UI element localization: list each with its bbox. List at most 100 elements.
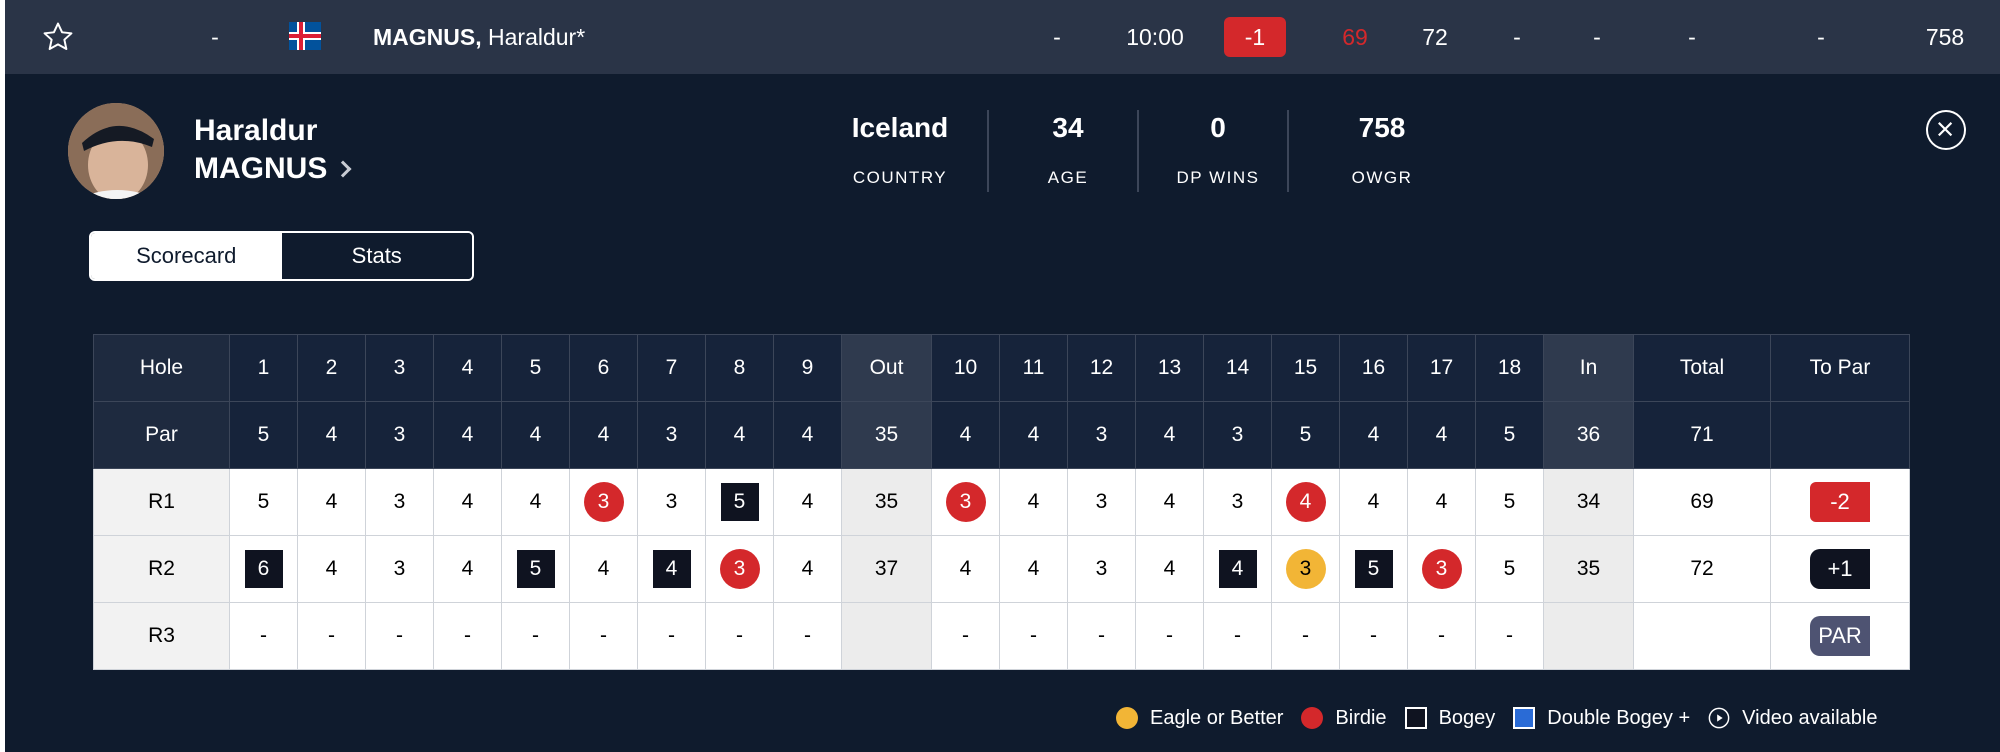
header-cell: 4 [1407, 401, 1476, 469]
score-cell: 3 [637, 468, 706, 536]
player-detail-panel: - MAGNUS, Haraldur* - 10:00 - 1 69 72 - -… [5, 0, 2000, 752]
score-cell: 3 [569, 468, 638, 536]
birdie-circle-icon [1301, 707, 1324, 729]
tee-time: 10:00 [1126, 24, 1184, 50]
score-value: 3 [393, 557, 406, 580]
score-value: 4 [325, 557, 338, 580]
tab-scorecard[interactable]: Scorecard [91, 233, 282, 279]
score-cell: 6 [229, 535, 298, 603]
bogey-score: 5 [1354, 550, 1393, 588]
scorecard-table: Hole 1 2 3 4 5 6 7 8 9 Out 10 11 12 13 14 15 16 17 18 In Tota… [93, 334, 1910, 670]
divider [987, 110, 989, 192]
close-icon[interactable] [1926, 110, 1966, 150]
player-avatar [68, 103, 164, 199]
score-cell: 4 [1407, 468, 1476, 536]
header-cell: 10 [931, 334, 1000, 402]
score-value: 5 [1503, 490, 1516, 513]
score-value: 3 [393, 490, 406, 513]
score-cell: 35 [1543, 535, 1634, 603]
header-cell: 35 [841, 401, 932, 469]
score-value: - [260, 624, 267, 647]
score-value: 3 [1095, 557, 1108, 580]
iceland-flag-icon [289, 22, 321, 50]
score-cell: 5 [1475, 468, 1544, 536]
score-cell: - [229, 602, 298, 670]
score-value: - [396, 624, 403, 647]
player-first-name-heading: Haraldur [194, 114, 318, 147]
leaderboard-row[interactable]: - MAGNUS, Haraldur* - 10:00 -1 69 72 - -… [5, 0, 2000, 74]
player-profile-link[interactable]: MAGNUS [194, 152, 352, 186]
eagle-score: 3 [1285, 549, 1326, 589]
score-cell: 3 [705, 535, 774, 603]
score-value: - [1234, 624, 1241, 647]
legend-label: Birdie [1335, 706, 1387, 729]
score-value: 4 [801, 557, 814, 580]
score-cell: 5 [501, 535, 570, 603]
score-cell: 4 [637, 535, 706, 603]
score-cell: 4 [1135, 468, 1204, 536]
score-cell: 4 [1203, 535, 1272, 603]
header-cell: 3 [365, 401, 434, 469]
stat-value: Iceland [851, 112, 949, 143]
score-value: 4 [461, 557, 474, 580]
tab-stats[interactable]: Stats [281, 233, 472, 279]
score-value: - [668, 624, 675, 647]
header-cell: 4 [705, 401, 774, 469]
stat-label: DP WINS [1176, 168, 1260, 187]
owgr-rank: 758 [1925, 24, 1965, 50]
today-score: - [1688, 24, 1696, 50]
score-value: 4 [1027, 557, 1040, 580]
favorite-star-icon[interactable] [41, 20, 75, 54]
score-cell: 5 [229, 468, 298, 536]
header-cell: 8 [705, 334, 774, 402]
score-cell: 3 [1067, 468, 1136, 536]
header-cell: 36 [1543, 401, 1634, 469]
score-value: - [804, 624, 811, 647]
round1-score: 69 [1342, 24, 1368, 50]
score-value: 4 [325, 490, 338, 513]
score-cell: 5 [1339, 535, 1408, 603]
score-cell: 3 [931, 468, 1000, 536]
score-value: 4 [461, 490, 474, 513]
row-label: R3 [93, 602, 230, 670]
score-cell: 37 [841, 535, 932, 603]
score-cell: 4 [999, 535, 1068, 603]
header-cell: 6 [569, 334, 638, 402]
header-cell: 4 [433, 401, 502, 469]
score-cell: - [297, 602, 366, 670]
eagle-circle-icon [1116, 707, 1138, 729]
header-cell: 4 [999, 401, 1068, 469]
player-first-name: Haraldur* [488, 24, 586, 50]
header-cell: 17 [1407, 334, 1476, 402]
header-cell: 4 [773, 401, 842, 469]
score-value: 3 [1231, 490, 1244, 513]
score-value: 34 [1576, 490, 1601, 513]
score-value: 35 [1576, 557, 1601, 580]
header-cell: 1 [229, 334, 298, 402]
row-label: R2 [93, 535, 230, 603]
birdie-score: 3 [1421, 549, 1462, 589]
score-cell: 4 [999, 468, 1068, 536]
score-cell: - [569, 602, 638, 670]
round-row-r1: R1 5 4 3 4 4 3 3 5 4 35 3 4 3 4 3 4 4 4 5 34 69 -2 [93, 468, 1910, 536]
score-value: 69 [1690, 490, 1714, 513]
divider [1287, 110, 1289, 192]
player-name[interactable]: MAGNUS, Haraldur* [373, 0, 585, 74]
header-cell: 15 [1271, 334, 1340, 402]
header-cell: 4 [1339, 401, 1408, 469]
score-cell [841, 602, 932, 670]
header-cell: 3 [1067, 401, 1136, 469]
scorecard-stats-tabs: Scorecard Stats [89, 231, 474, 281]
score-value: 72 [1690, 557, 1714, 580]
score-value: - [962, 624, 969, 647]
play-circle-icon [1708, 707, 1730, 729]
score-cell: 5 [1475, 535, 1544, 603]
bogey-score: 5 [720, 483, 759, 521]
to-par-cell: -2 [1770, 468, 1910, 536]
score-cell: - [1203, 602, 1272, 670]
header-cell: 4 [931, 401, 1000, 469]
score-cell: - [501, 602, 570, 670]
score-cell: 4 [297, 468, 366, 536]
header-cell: 5 [501, 334, 570, 402]
score-value: 4 [1435, 490, 1448, 513]
